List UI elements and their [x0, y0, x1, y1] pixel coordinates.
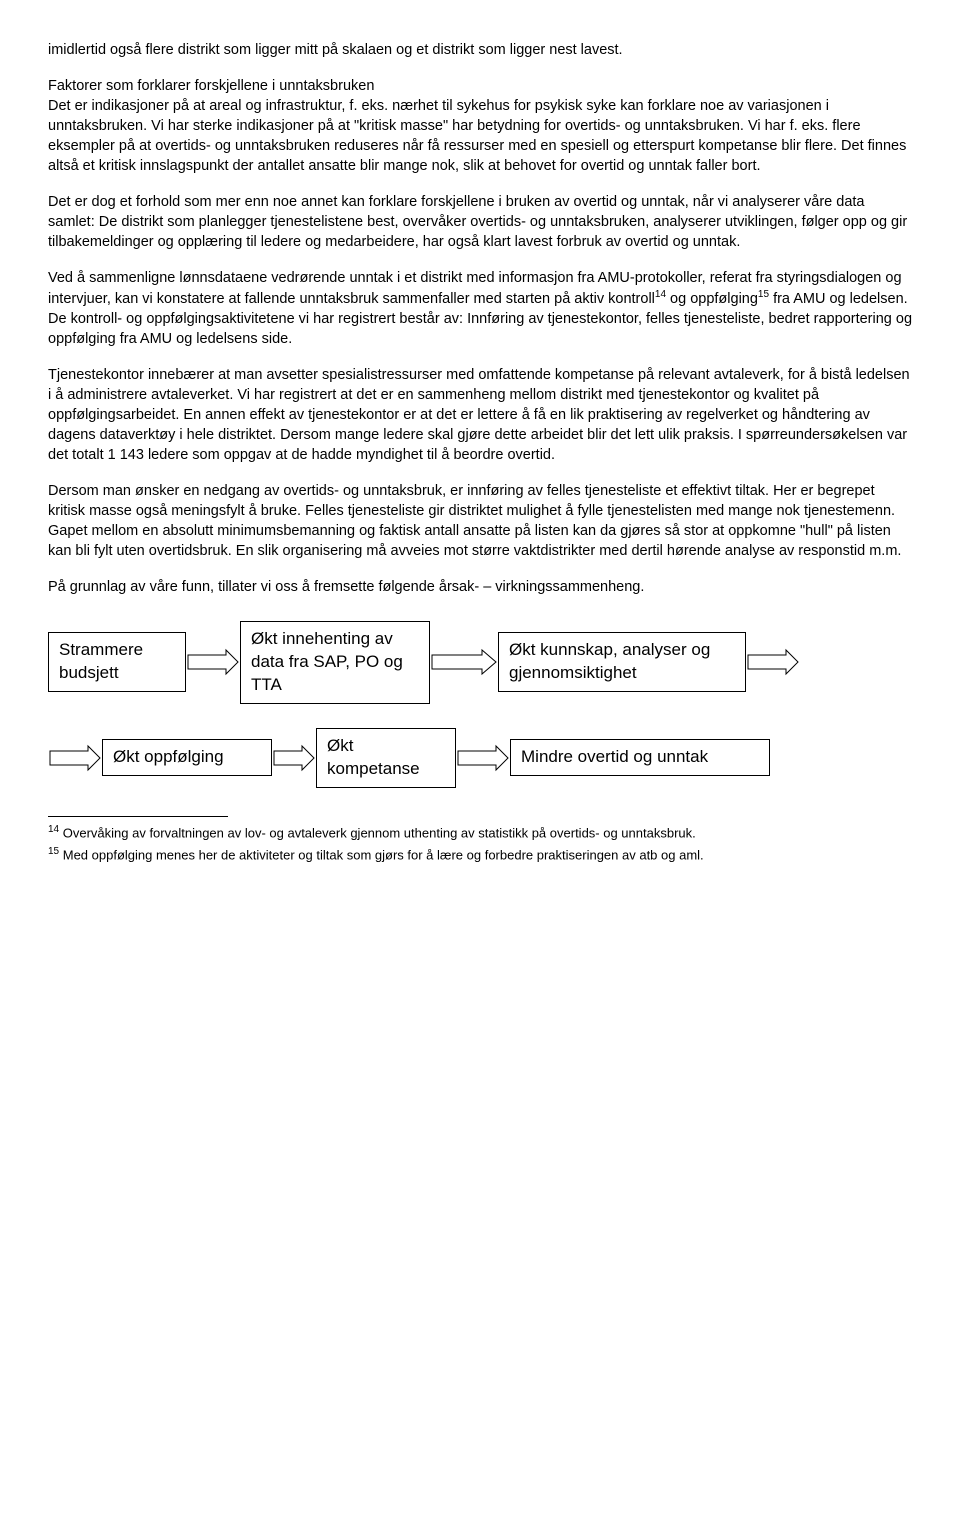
footnote-text-14: Overvåking av forvaltningen av lov- og a…	[59, 825, 696, 840]
flow-box-okt-kompetanse: Økt kompetanse	[316, 728, 456, 788]
arrow-icon	[746, 647, 800, 677]
paragraph-6: Dersom man ønsker en nedgang av overtids…	[48, 481, 912, 561]
paragraph-5: Tjenestekontor innebærer at man avsetter…	[48, 365, 912, 465]
arrow-icon	[272, 743, 316, 773]
paragraph-4: Ved å sammenligne lønnsdataene vedrørend…	[48, 268, 912, 349]
paragraph-4b: og oppfølging	[666, 291, 758, 307]
paragraph-7: På grunnlag av våre funn, tillater vi os…	[48, 577, 912, 597]
arrow-icon	[48, 743, 102, 773]
paragraph-3: Det er dog et forhold som mer enn noe an…	[48, 192, 912, 252]
footnote-ref-14: 14	[655, 289, 666, 300]
paragraph-2-heading: Faktorer som forklarer forskjellene i un…	[48, 78, 374, 94]
footnote-divider	[48, 816, 228, 817]
flow-row-2: Økt oppfølging Økt kompetanse Mindre ove…	[48, 728, 912, 788]
flow-box-strammere-budsjett: Strammere budsjett	[48, 632, 186, 692]
footnote-num-14: 14	[48, 824, 59, 835]
footnote-14: 14 Overvåking av forvaltningen av lov- o…	[48, 823, 912, 842]
paragraph-2-body: Det er indikasjoner på at areal og infra…	[48, 98, 906, 174]
flow-box-mindre-overtid: Mindre overtid og unntak	[510, 739, 770, 776]
flow-row-1: Strammere budsjett Økt innehenting av da…	[48, 621, 912, 704]
flow-box-okt-kunnskap: Økt kunnskap, analyser og gjennomsiktigh…	[498, 632, 746, 692]
paragraph-1: imidlertid også flere distrikt som ligge…	[48, 40, 912, 60]
arrow-icon	[186, 647, 240, 677]
arrow-icon	[430, 647, 498, 677]
footnote-15: 15 Med oppfølging menes her de aktivitet…	[48, 845, 912, 864]
flowchart: Strammere budsjett Økt innehenting av da…	[48, 621, 912, 788]
footnote-text-15: Med oppfølging menes her de aktiviteter …	[59, 848, 704, 863]
flow-box-okt-innehenting: Økt innehenting av data fra SAP, PO og T…	[240, 621, 430, 704]
footnote-ref-15: 15	[758, 289, 769, 300]
arrow-icon	[456, 743, 510, 773]
footnote-num-15: 15	[48, 846, 59, 857]
paragraph-2: Faktorer som forklarer forskjellene i un…	[48, 76, 912, 176]
flow-box-okt-oppfolging: Økt oppfølging	[102, 739, 272, 776]
